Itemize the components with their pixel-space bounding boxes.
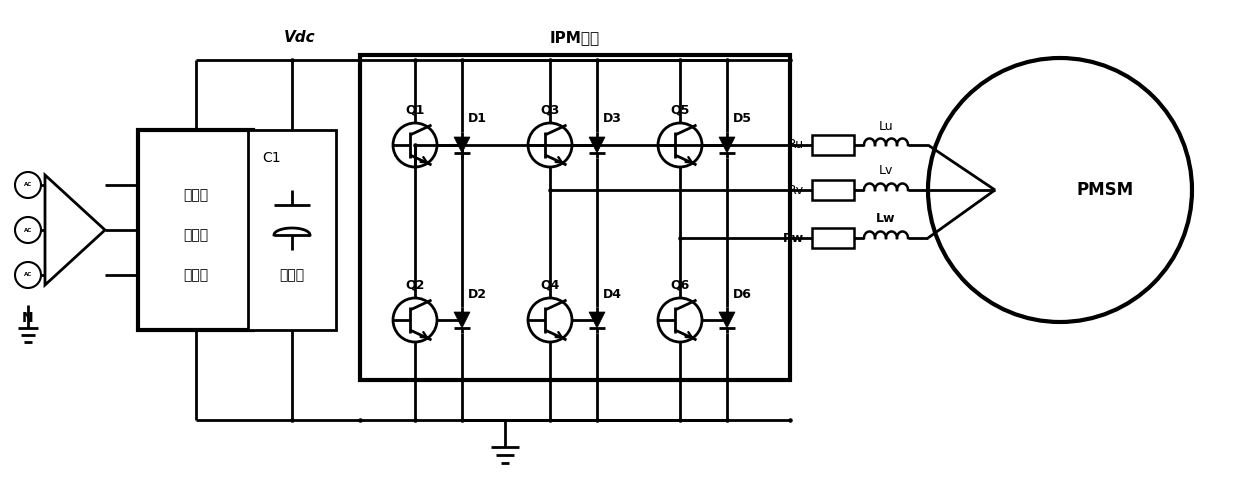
Text: D4: D4	[602, 288, 622, 300]
Text: N: N	[22, 311, 33, 325]
Text: AC: AC	[24, 182, 32, 188]
Text: D1: D1	[467, 112, 487, 125]
Text: 整流器: 整流器	[183, 228, 208, 242]
Text: Lw: Lw	[876, 213, 896, 226]
Text: Lv: Lv	[878, 165, 893, 178]
Polygon shape	[589, 312, 605, 328]
Text: Q5: Q5	[670, 104, 690, 117]
Text: Lu: Lu	[878, 120, 893, 132]
Text: 整流器: 整流器	[183, 268, 208, 282]
Text: 不可控: 不可控	[183, 188, 208, 202]
Text: AC: AC	[24, 228, 32, 232]
Text: Rv: Rv	[788, 183, 804, 196]
Text: PMSM: PMSM	[1077, 181, 1134, 199]
Bar	[812, 180, 854, 200]
Polygon shape	[453, 312, 470, 328]
Text: D5: D5	[732, 112, 752, 125]
Text: Rw: Rw	[783, 231, 804, 244]
Text: Q3: Q3	[540, 104, 560, 117]
Text: Q2: Q2	[405, 278, 425, 291]
Text: IPM模块: IPM模块	[550, 31, 600, 46]
Text: 电容组: 电容组	[280, 268, 305, 282]
Text: Q6: Q6	[670, 278, 690, 291]
Bar	[812, 228, 854, 248]
Bar	[248, 130, 336, 330]
Polygon shape	[719, 312, 735, 328]
Text: Q1: Q1	[405, 104, 425, 117]
Text: D2: D2	[467, 288, 487, 300]
Text: C1: C1	[263, 151, 281, 165]
Polygon shape	[453, 137, 470, 153]
Text: Q4: Q4	[540, 278, 560, 291]
Text: Ru: Ru	[788, 139, 804, 152]
Bar	[138, 130, 253, 330]
Polygon shape	[589, 137, 605, 153]
Bar	[812, 135, 854, 155]
Text: AC: AC	[24, 273, 32, 277]
Bar	[361, 55, 790, 380]
Text: Vdc: Vdc	[284, 31, 316, 46]
Text: D3: D3	[602, 112, 622, 125]
Text: D6: D6	[732, 288, 751, 300]
Polygon shape	[719, 137, 735, 153]
